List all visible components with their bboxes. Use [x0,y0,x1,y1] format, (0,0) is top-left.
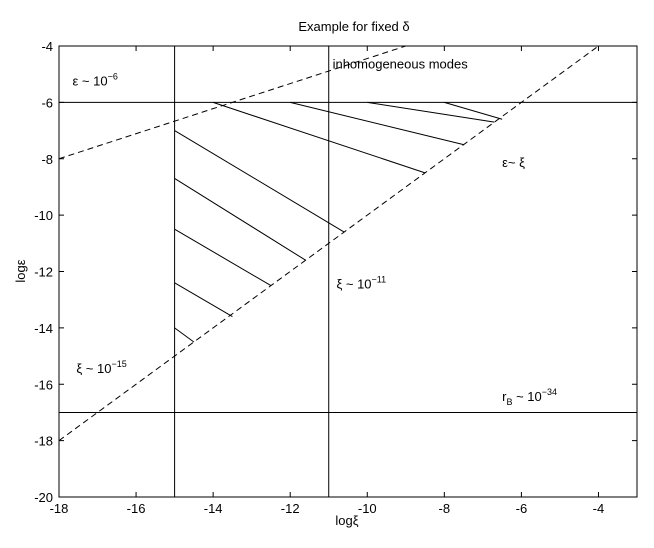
x-tick-label: -16 [127,501,146,516]
dashed-boundary-line [58,45,406,160]
x-tick-label: -8 [439,501,451,516]
x-tick-label: -6 [516,501,528,516]
y-tick-label: -18 [34,434,53,449]
annotation-xi11: ξ ~ 10−11 [336,274,386,291]
x-axis-label: logξ [335,513,358,528]
x-tick-label: -12 [281,501,300,516]
x-tick-label: -4 [593,501,605,516]
plot-area: -18 -16 -14 -12 -10 -8 -6 -4-20-18-16-14-12-10-… [34,39,638,516]
hatch-line [174,178,306,261]
hatch-line [212,101,426,174]
hatch-line [290,101,464,146]
x-tick-label: -18 [50,501,69,516]
hatch-line [174,228,272,287]
hatch-line [367,101,495,123]
y-tick-label: -20 [34,490,53,505]
x-tick-label: -14 [204,501,223,516]
y-tick-label: -8 [41,152,53,167]
dashed-boundary-line [58,45,599,442]
hatch-line [174,327,195,343]
y-tick-label: -10 [34,208,53,223]
hatch-line [174,130,345,233]
y-tick-label: -14 [34,321,53,336]
y-tick-label: -4 [41,39,53,54]
y-axis-label: logε [13,259,28,282]
annotation-xi15: ξ ~ 10−15 [76,359,126,376]
x-tick-label: -10 [358,501,377,516]
hatch-line [174,282,233,318]
annotation-inhom: inhomogeneous modes [333,57,469,72]
annotation-eps: ε ~ 10−6 [72,71,117,88]
y-tick-label: -6 [41,95,53,110]
annotation-eps-xi: ε~ ξ [502,155,525,170]
y-tick-label: -16 [34,377,53,392]
y-tick-label: -12 [34,265,53,280]
hatch-line [444,101,503,120]
annotation-rb: rB ~ 10−34 [502,387,557,407]
chart-title: Example for fixed δ [298,19,409,34]
